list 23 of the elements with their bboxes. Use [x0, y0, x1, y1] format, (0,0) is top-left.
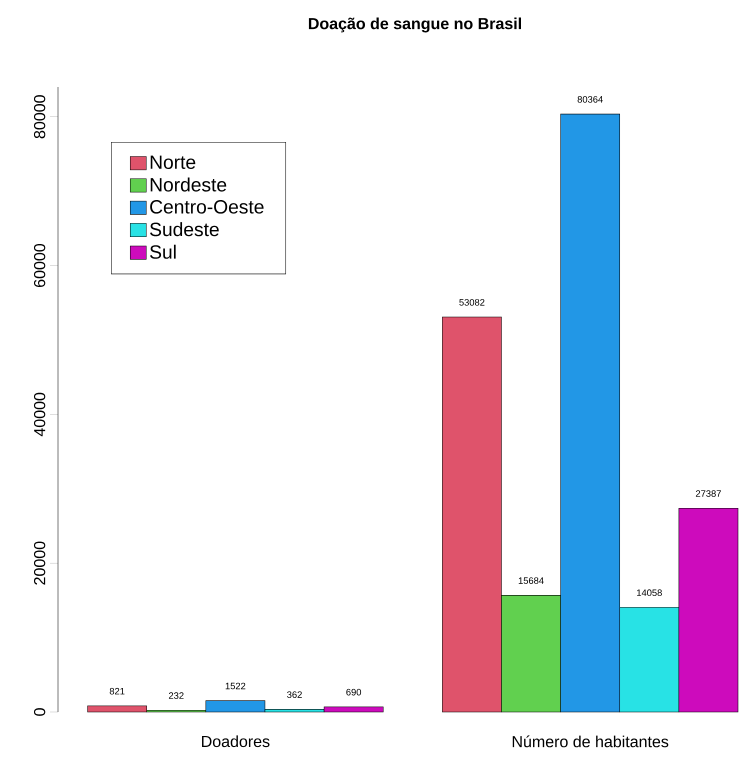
data-label: 362 — [287, 691, 302, 698]
legend-label: Nordeste — [150, 177, 226, 192]
data-label: 14058 — [637, 589, 662, 596]
data-label: 232 — [168, 692, 184, 699]
y-tick-label: 80000 — [34, 95, 46, 138]
data-label: 821 — [110, 688, 124, 695]
data-label: 15684 — [518, 577, 544, 584]
data-label: 690 — [346, 688, 362, 696]
chart-title: Doação de sangue no Brasil — [308, 18, 521, 32]
data-label: 80364 — [578, 96, 603, 103]
legend-label: Norte — [150, 156, 196, 169]
y-tick-label: 20000 — [34, 542, 46, 585]
legend-label: Centro-Oeste — [150, 200, 264, 214]
data-label: 53082 — [459, 299, 484, 306]
y-tick-label: 60000 — [34, 244, 46, 287]
y-tick-label: 40000 — [34, 392, 46, 436]
x-tick-label: Número de habitantes — [512, 735, 668, 748]
x-tick-label: Doadores — [202, 735, 270, 748]
legend-label: Sudeste — [150, 222, 219, 236]
y-tick-label: 0 — [34, 708, 46, 716]
data-label: 27387 — [696, 490, 721, 497]
legend-label: Sul — [150, 244, 176, 259]
data-label: 1522 — [226, 682, 246, 690]
